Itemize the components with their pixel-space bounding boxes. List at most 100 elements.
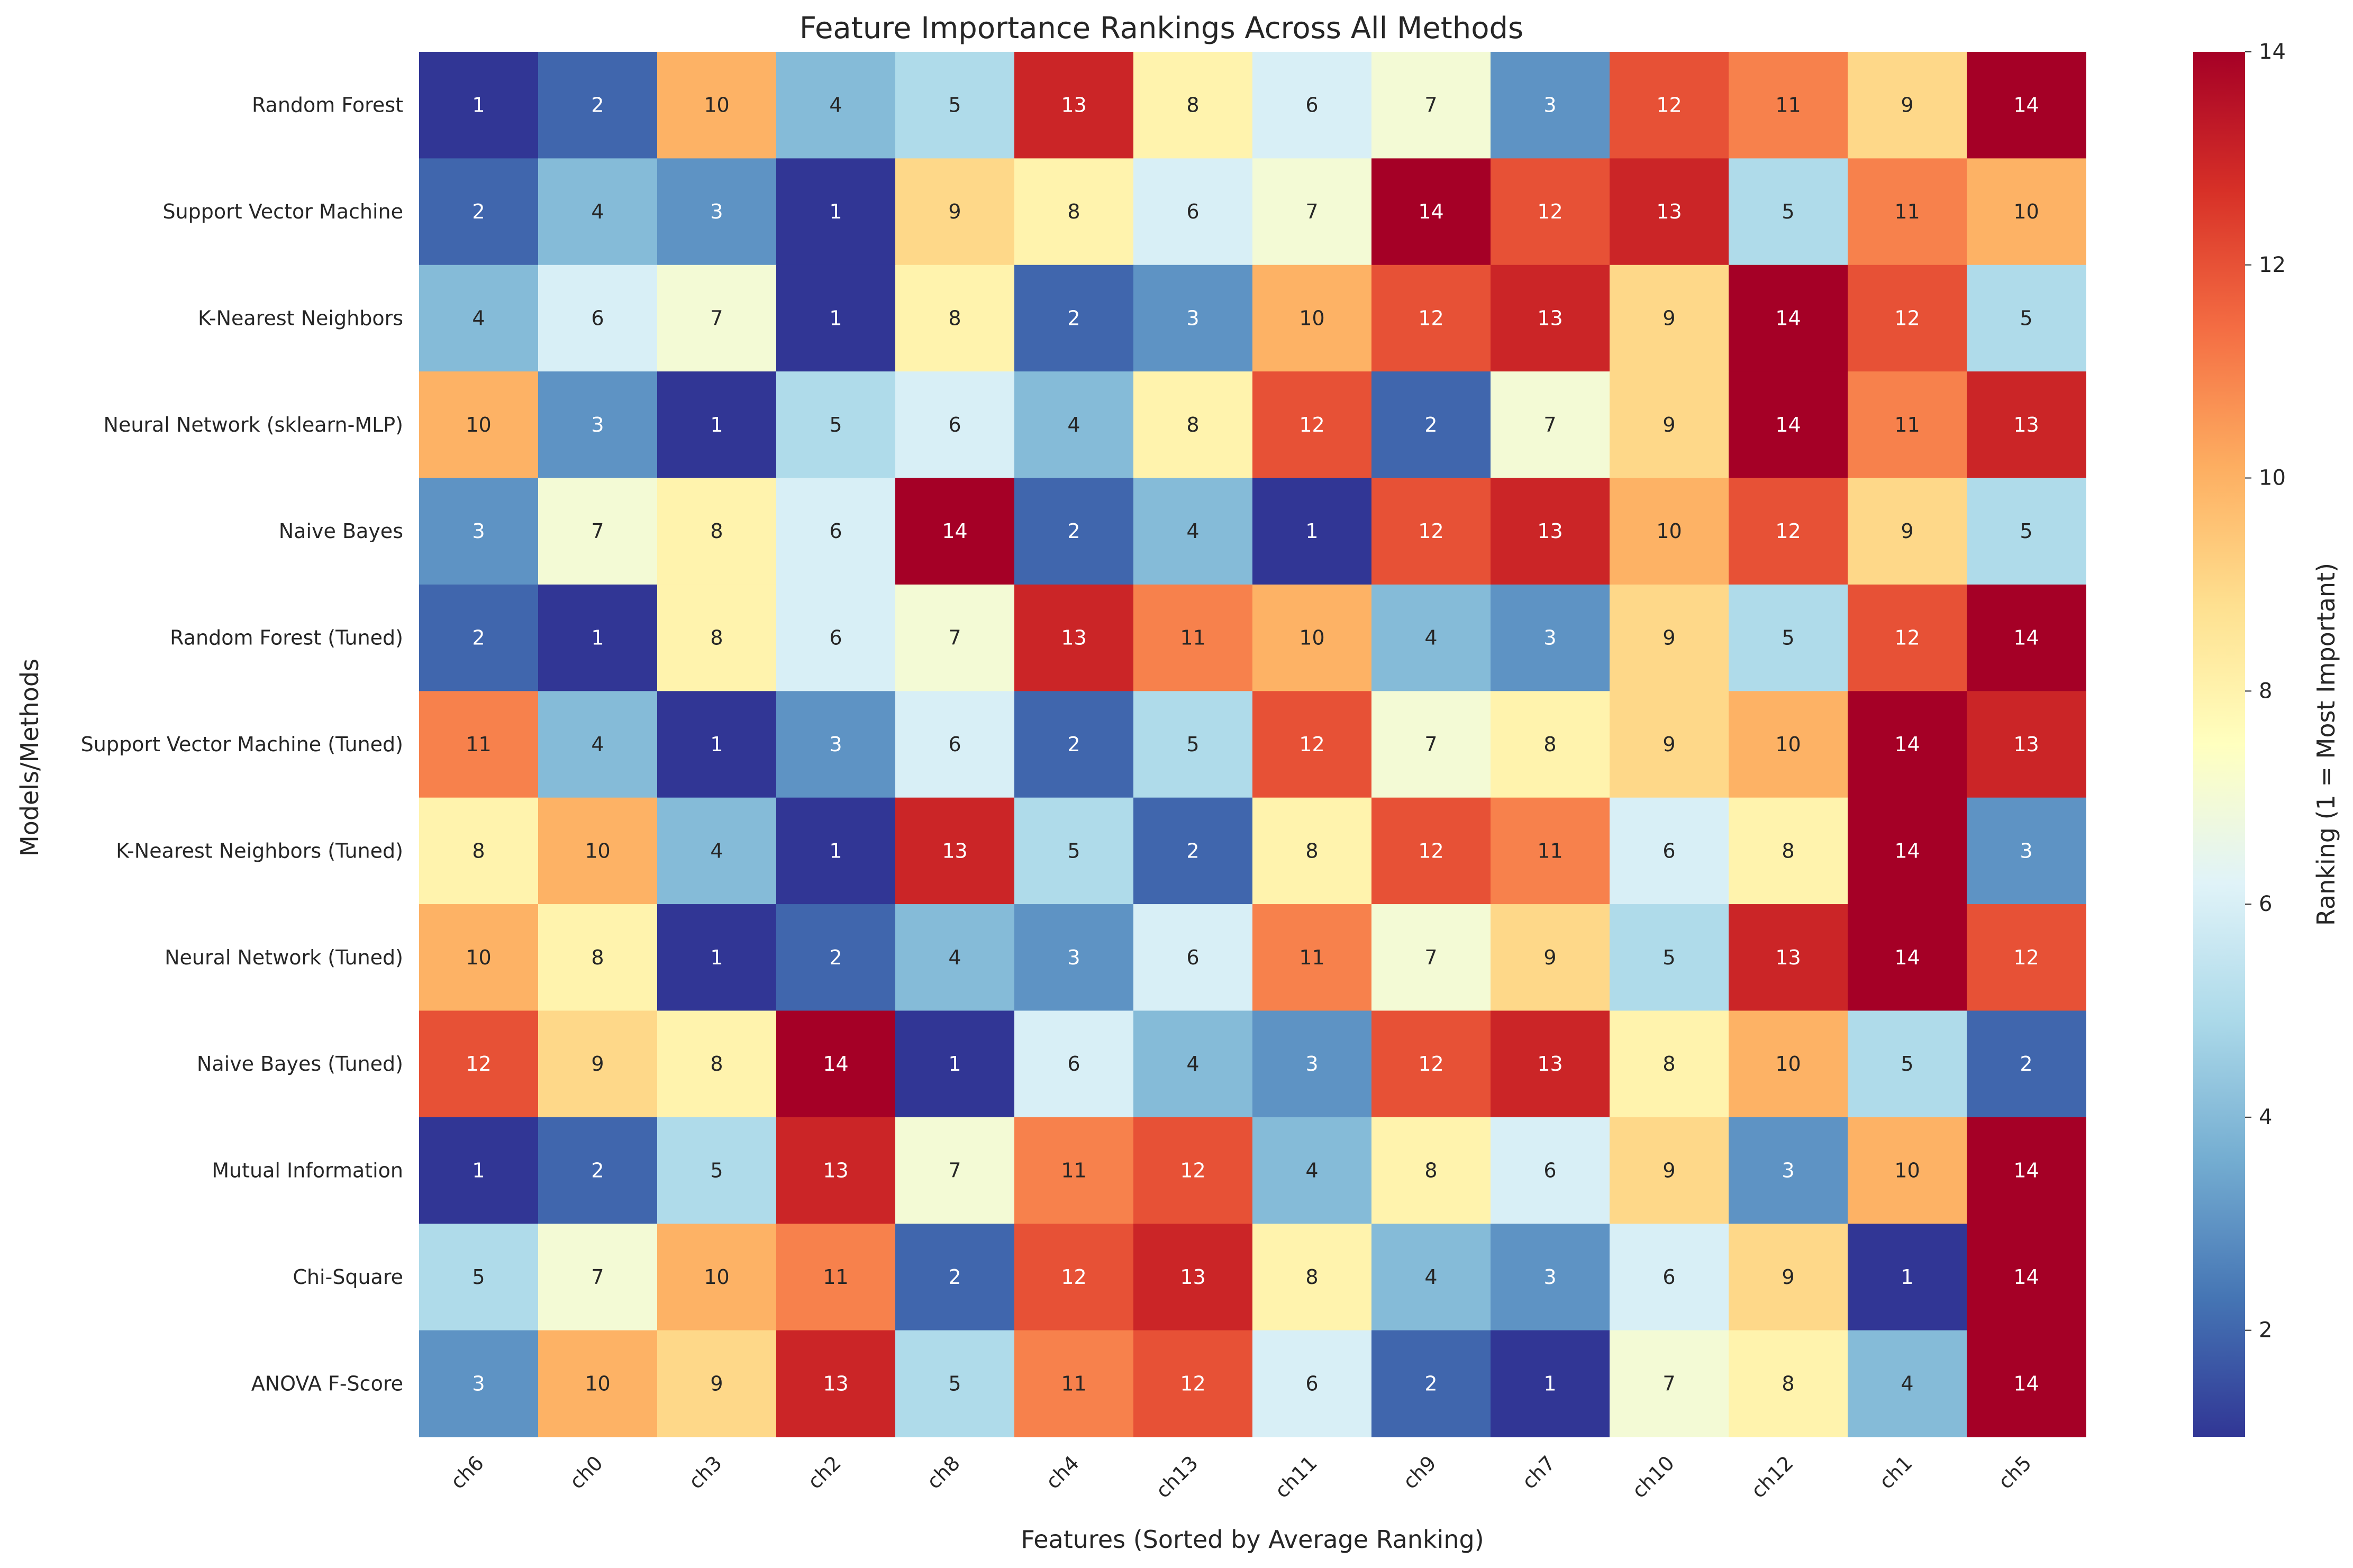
cell-value-label: 7	[591, 1265, 604, 1289]
colorbar-tick-label: 6	[2259, 892, 2272, 916]
cell-value-label: 1	[829, 306, 842, 330]
cell-value-label: 5	[710, 1159, 723, 1182]
heatmap-cell	[1610, 1224, 1729, 1331]
column-label: ch7	[1518, 1451, 1560, 1493]
heatmap-cell	[1967, 904, 2086, 1011]
heatmap-cell	[1729, 1224, 1848, 1331]
cell-value-label: 4	[710, 839, 723, 862]
cell-value-label: 13	[1180, 1265, 1205, 1289]
cell-value-label: 7	[591, 519, 604, 543]
heatmap-cell	[538, 1330, 658, 1437]
cell-value-label: 10	[704, 1265, 729, 1289]
heatmap-cell	[1848, 478, 1967, 585]
cell-value-label: 10	[704, 94, 729, 117]
cell-value-label: 11	[466, 733, 491, 756]
cell-value-label: 9	[1662, 626, 1675, 650]
cell-value-label: 12	[1180, 1372, 1205, 1395]
cell-value-label: 13	[1537, 519, 1562, 543]
heatmap-cell	[538, 158, 658, 266]
cell-value-label: 12	[1180, 1159, 1205, 1182]
heatmap-cell	[1967, 265, 2086, 372]
heatmap-cell	[1729, 691, 1848, 798]
cell-value-label: 1	[1305, 519, 1318, 543]
heatmap-cell	[1967, 158, 2086, 266]
cell-value-label: 12	[1656, 94, 1682, 117]
cell-value-label: 4	[1901, 1372, 1913, 1395]
cell-value-label: 12	[1418, 1052, 1443, 1075]
heatmap-cell	[1491, 158, 1610, 266]
heatmap-cell	[895, 1010, 1015, 1118]
heatmap-cell	[657, 478, 777, 585]
column-label: ch13	[1151, 1451, 1203, 1502]
heatmap-cell	[1133, 797, 1253, 905]
heatmap-cell	[1371, 52, 1491, 159]
column-label: ch12	[1747, 1451, 1798, 1502]
heatmap-cell	[1252, 478, 1372, 585]
cell-value-label: 2	[1424, 413, 1437, 436]
cell-value-label: 7	[1424, 946, 1437, 969]
heatmap-cell	[1967, 691, 2086, 798]
heatmap-cell	[657, 1224, 777, 1331]
cell-value-label: 14	[2013, 1265, 2039, 1289]
heatmap-cell	[538, 904, 658, 1011]
row-label: Naive Bayes	[279, 519, 403, 543]
cell-value-label: 11	[1180, 626, 1205, 650]
row-labels: Random Forest Support Vector Machine K-Nea…	[81, 94, 403, 1396]
heatmap-cell	[1133, 478, 1253, 585]
cell-value-label: 5	[829, 413, 842, 436]
heatmap-cell	[1610, 478, 1729, 585]
cell-value-label: 8	[1662, 1052, 1675, 1075]
column-label: ch9	[1398, 1451, 1441, 1493]
heatmap-cell	[1848, 584, 1967, 691]
heatmap-cell	[657, 904, 777, 1011]
cell-value-label: 10	[466, 413, 491, 436]
cell-value-label: 5	[1782, 626, 1794, 650]
heatmap-cell	[895, 158, 1015, 266]
heatmap-cell	[1133, 691, 1253, 798]
cell-value-label: 2	[948, 1265, 961, 1289]
cell-value-label: 7	[1543, 413, 1556, 436]
heatmap-cell	[776, 265, 896, 372]
cell-value-label: 2	[1424, 1372, 1437, 1395]
heatmap-cell	[1848, 265, 1967, 372]
heatmap-cell	[419, 1330, 539, 1437]
cell-value-label: 13	[1061, 626, 1086, 650]
cell-value-label: 7	[1424, 733, 1437, 756]
heatmap-cell	[1491, 1224, 1610, 1331]
cell-value-label: 12	[1537, 200, 1562, 223]
heatmap-cell	[1491, 1330, 1610, 1437]
heatmap-cell	[1014, 52, 1134, 159]
cell-value-label: 13	[2013, 733, 2039, 756]
heatmap-cell	[1252, 904, 1372, 1011]
cell-value-label: 4	[1067, 413, 1080, 436]
cell-value-label: 9	[948, 200, 961, 223]
row-label: Random Forest	[252, 94, 403, 117]
heatmap-cell	[1610, 1010, 1729, 1118]
heatmap-cell	[1610, 691, 1729, 798]
heatmap-cell	[1371, 1330, 1491, 1437]
cell-value-label: 3	[1186, 306, 1199, 330]
heatmap-cell	[419, 52, 539, 159]
cell-value-label: 14	[942, 519, 967, 543]
heatmap-cell	[538, 1224, 658, 1331]
cell-value-label: 7	[948, 1159, 961, 1182]
heatmap-cell	[538, 797, 658, 905]
heatmap-cell	[538, 584, 658, 691]
heatmap-cell	[1133, 584, 1253, 691]
column-label: ch6	[446, 1451, 488, 1493]
row-label: Support Vector Machine (Tuned)	[81, 733, 403, 756]
cell-value-label: 4	[1186, 1052, 1199, 1075]
heatmap-cell	[657, 584, 777, 691]
cell-value-label: 7	[710, 306, 723, 330]
heatmap-cell	[1014, 691, 1134, 798]
colorbar-tick-label: 2	[2259, 1318, 2272, 1343]
cell-value-label: 1	[829, 839, 842, 862]
cell-value-label: 11	[1061, 1372, 1086, 1395]
heatmap-cell	[419, 265, 539, 372]
heatmap-cell	[1729, 371, 1848, 479]
colorbar-label: Ranking (1 = Most Important)	[2312, 563, 2340, 926]
cell-value-label: 2	[472, 200, 485, 223]
cell-value-label: 7	[1305, 200, 1318, 223]
cell-value-label: 5	[2020, 306, 2032, 330]
heatmap-cell	[1610, 52, 1729, 159]
